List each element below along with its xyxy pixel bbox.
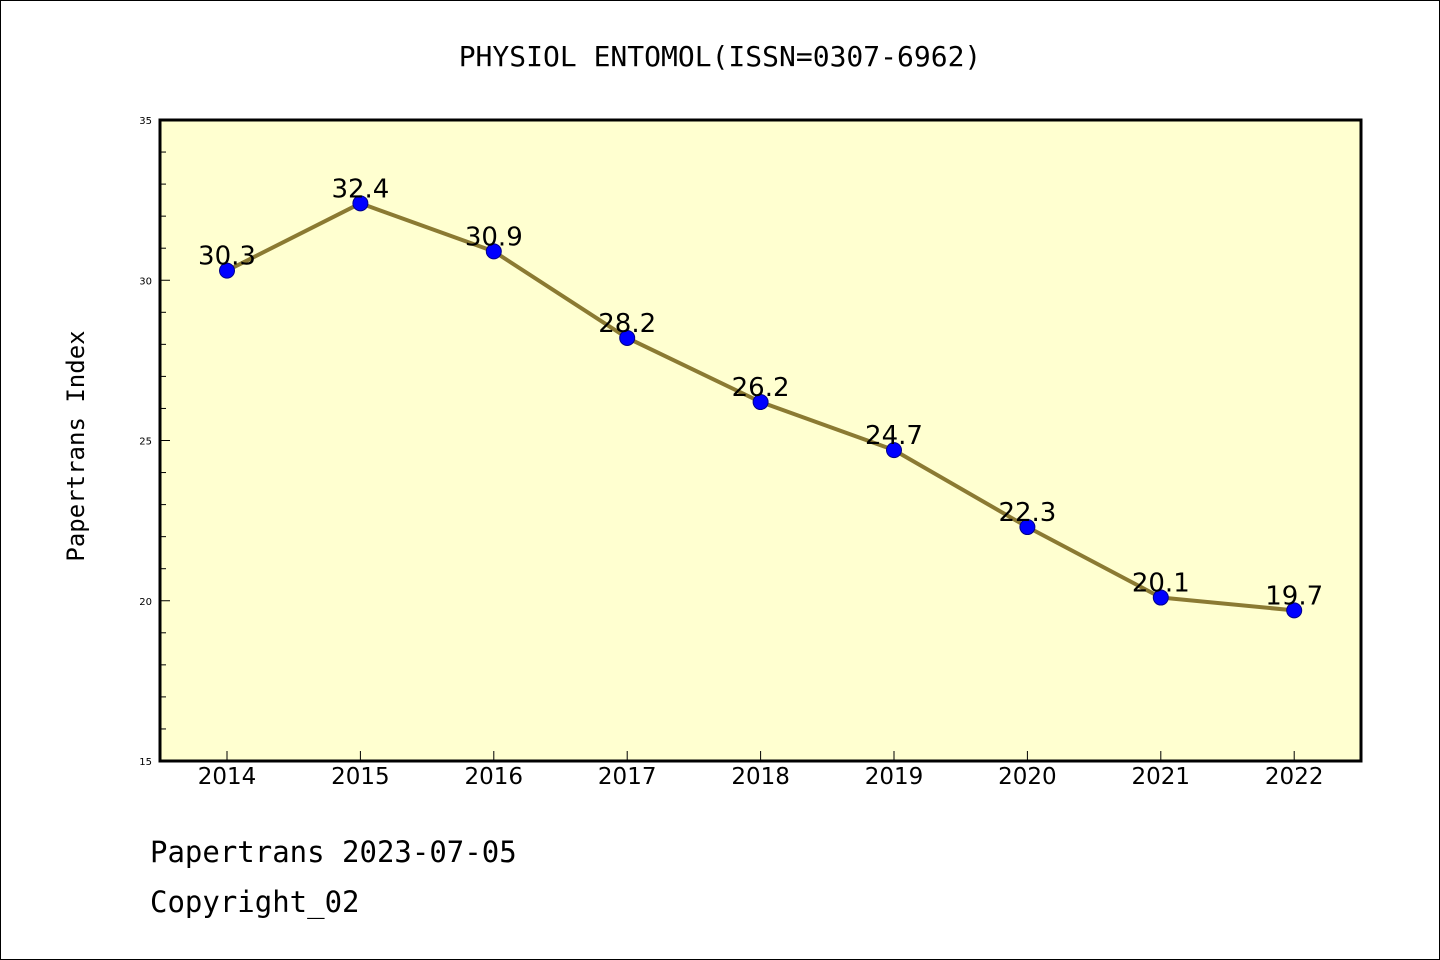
data-label: 32.4: [331, 174, 389, 204]
plot-border: [158, 118, 1363, 763]
x-tick-label: 2021: [1132, 764, 1191, 790]
x-tick-label: 2022: [1265, 764, 1324, 790]
x-tick-label: 2017: [598, 764, 657, 790]
data-label: 26.2: [732, 373, 790, 403]
data-point: [219, 262, 235, 279]
x-tick-label: 2014: [198, 764, 257, 790]
data-label: 28.2: [598, 309, 656, 339]
data-labels-layer: 30.3 32.4 30.9 28.2 26.2 24.7 22.3 20.1 19.7: [198, 174, 1323, 611]
data-point: [886, 442, 902, 459]
y-tick-label: 35: [139, 116, 152, 127]
footer-date: Papertrans 2023-07-05: [150, 835, 517, 869]
plot-area: [160, 120, 1361, 761]
data-label: 19.7: [1265, 581, 1323, 611]
x-tick-label: 2016: [465, 764, 524, 790]
data-point: [619, 329, 636, 346]
x-tick-label: 2015: [331, 764, 390, 790]
data-label: 20.1: [1132, 569, 1190, 599]
data-label: 24.7: [865, 421, 923, 451]
y-axis-label: Papertrans Index: [62, 330, 90, 561]
data-point: [352, 195, 369, 212]
chart-title: PHYSIOL ENTOMOL(ISSN=0307-6962): [459, 40, 982, 73]
series-layer: [219, 195, 1303, 619]
data-point: [1019, 519, 1036, 536]
y-tick-label: 30: [139, 276, 152, 287]
y-tick-label: 20: [139, 597, 152, 608]
y-tick-label: 15: [139, 757, 152, 768]
x-tick-label: 2020: [998, 764, 1057, 790]
x-tick-label: 2019: [865, 764, 924, 790]
data-point: [1152, 589, 1169, 606]
footer-copyright: Copyright_02: [150, 885, 360, 919]
x-tick-label: 2018: [731, 764, 790, 790]
data-label: 30.3: [198, 242, 256, 272]
y-tick-label: 25: [139, 437, 152, 448]
data-point: [752, 394, 769, 411]
data-label: 30.9: [465, 222, 523, 252]
data-point: [485, 243, 502, 260]
data-label: 22.3: [998, 498, 1056, 528]
data-point: [1286, 602, 1303, 619]
x-axis-ticks: 2014 2015 2016 2017 2018 2019 2020 2021 2022: [198, 751, 1324, 790]
